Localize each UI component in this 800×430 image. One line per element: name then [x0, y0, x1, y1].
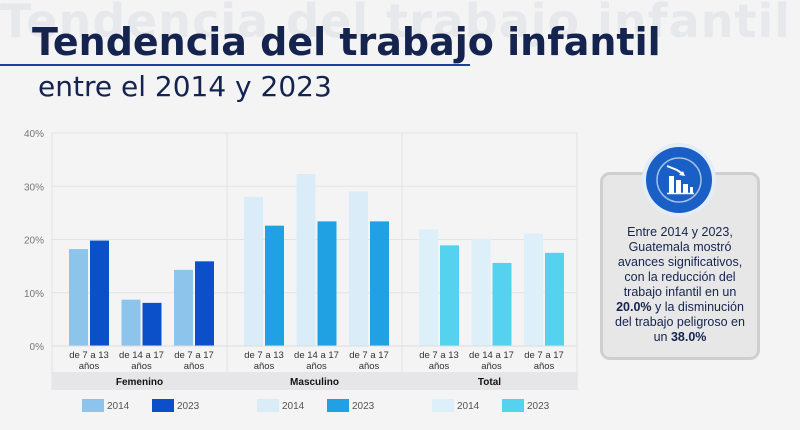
callout-text-part2: y la disminución del trabajo peligroso e…: [615, 300, 745, 344]
x-tick-label: años: [131, 361, 152, 372]
y-tick-label: 20%: [24, 236, 44, 247]
x-tick-label: de 7 a 13: [419, 350, 459, 361]
bar-femenino-2014: [174, 269, 193, 346]
x-tick-label: de 7 a 13: [244, 350, 284, 361]
bar-total-2023: [492, 262, 512, 346]
x-tick-label: años: [359, 361, 380, 372]
bar-femenino-2014: [121, 299, 141, 346]
bar-total-2014: [419, 229, 438, 346]
title-underline: [0, 64, 470, 66]
x-tick-label: años: [534, 361, 555, 372]
summary-callout: Entre 2014 y 2023, Guatemala mostró avan…: [600, 172, 760, 360]
bar-femenino-2023: [90, 240, 109, 346]
y-tick-label: 30%: [24, 182, 44, 193]
callout-text-part1: Entre 2014 y 2023, Guatemala mostró avan…: [617, 225, 743, 299]
bar-femenino-2014: [69, 249, 88, 346]
callout-text: Entre 2014 y 2023, Guatemala mostró avan…: [611, 225, 749, 345]
x-tick-label: años: [481, 361, 502, 372]
legend-swatch: [257, 399, 279, 412]
callout-highlight-hazardous: 38.0%: [670, 330, 707, 344]
legend-label: 2023: [177, 401, 200, 412]
legend-swatch: [152, 399, 174, 412]
y-tick-label: 40%: [24, 129, 44, 140]
x-tick-label: años: [184, 361, 205, 372]
group-label-band: [52, 372, 227, 390]
legend-label: 2023: [352, 401, 375, 412]
bar-masculino-2023: [317, 221, 337, 346]
bar-femenino-2023: [195, 261, 214, 346]
background-title-watermark: Tendencia del trabajo infantil: [0, 0, 791, 48]
group-label: Femenino: [116, 377, 163, 388]
legend-label: 2023: [527, 401, 550, 412]
page-title: Tendencia del trabajo infantil: [32, 20, 661, 64]
bar-femenino-2023: [142, 302, 162, 346]
bar-masculino-2023: [370, 221, 389, 346]
x-tick-label: de 7 a 17: [349, 350, 389, 361]
declining-bar-chart-icon: [646, 147, 712, 213]
group-label-band: [402, 372, 577, 390]
legend-swatch: [432, 399, 454, 412]
bar-masculino-2014: [296, 174, 316, 346]
x-tick-label: años: [79, 361, 100, 372]
x-tick-label: años: [254, 361, 275, 372]
legend-label: 2014: [282, 401, 305, 412]
x-tick-label: de 7 a 17: [524, 350, 564, 361]
page-subtitle: entre el 2014 y 2023: [38, 70, 332, 103]
x-tick-label: de 14 a 17: [119, 350, 164, 361]
legend-swatch: [327, 399, 349, 412]
group-label: Total: [478, 377, 501, 388]
callout-highlight-reduction: 20.0%: [616, 300, 652, 314]
x-tick-label: de 7 a 17: [174, 350, 214, 361]
y-tick-label: 0%: [30, 342, 45, 353]
group-label-band: [227, 372, 402, 390]
x-tick-label: años: [429, 361, 450, 372]
bar-total-2014: [524, 233, 543, 346]
bar-masculino-2014: [349, 191, 368, 346]
y-tick-label: 10%: [24, 289, 44, 300]
bar-total-2023: [440, 245, 459, 346]
legend-swatch: [502, 399, 524, 412]
x-tick-label: de 14 a 17: [469, 350, 514, 361]
legend-label: 2014: [107, 401, 130, 412]
legend-swatch: [82, 399, 104, 412]
bar-total-2014: [471, 238, 491, 346]
x-tick-label: de 7 a 13: [69, 350, 109, 361]
bar-masculino-2014: [244, 196, 263, 346]
group-label: Masculino: [290, 377, 339, 388]
x-tick-label: de 14 a 17: [294, 350, 339, 361]
x-tick-label: años: [306, 361, 327, 372]
bar-total-2023: [545, 252, 564, 346]
legend-label: 2014: [457, 401, 480, 412]
bar-masculino-2023: [265, 225, 284, 346]
